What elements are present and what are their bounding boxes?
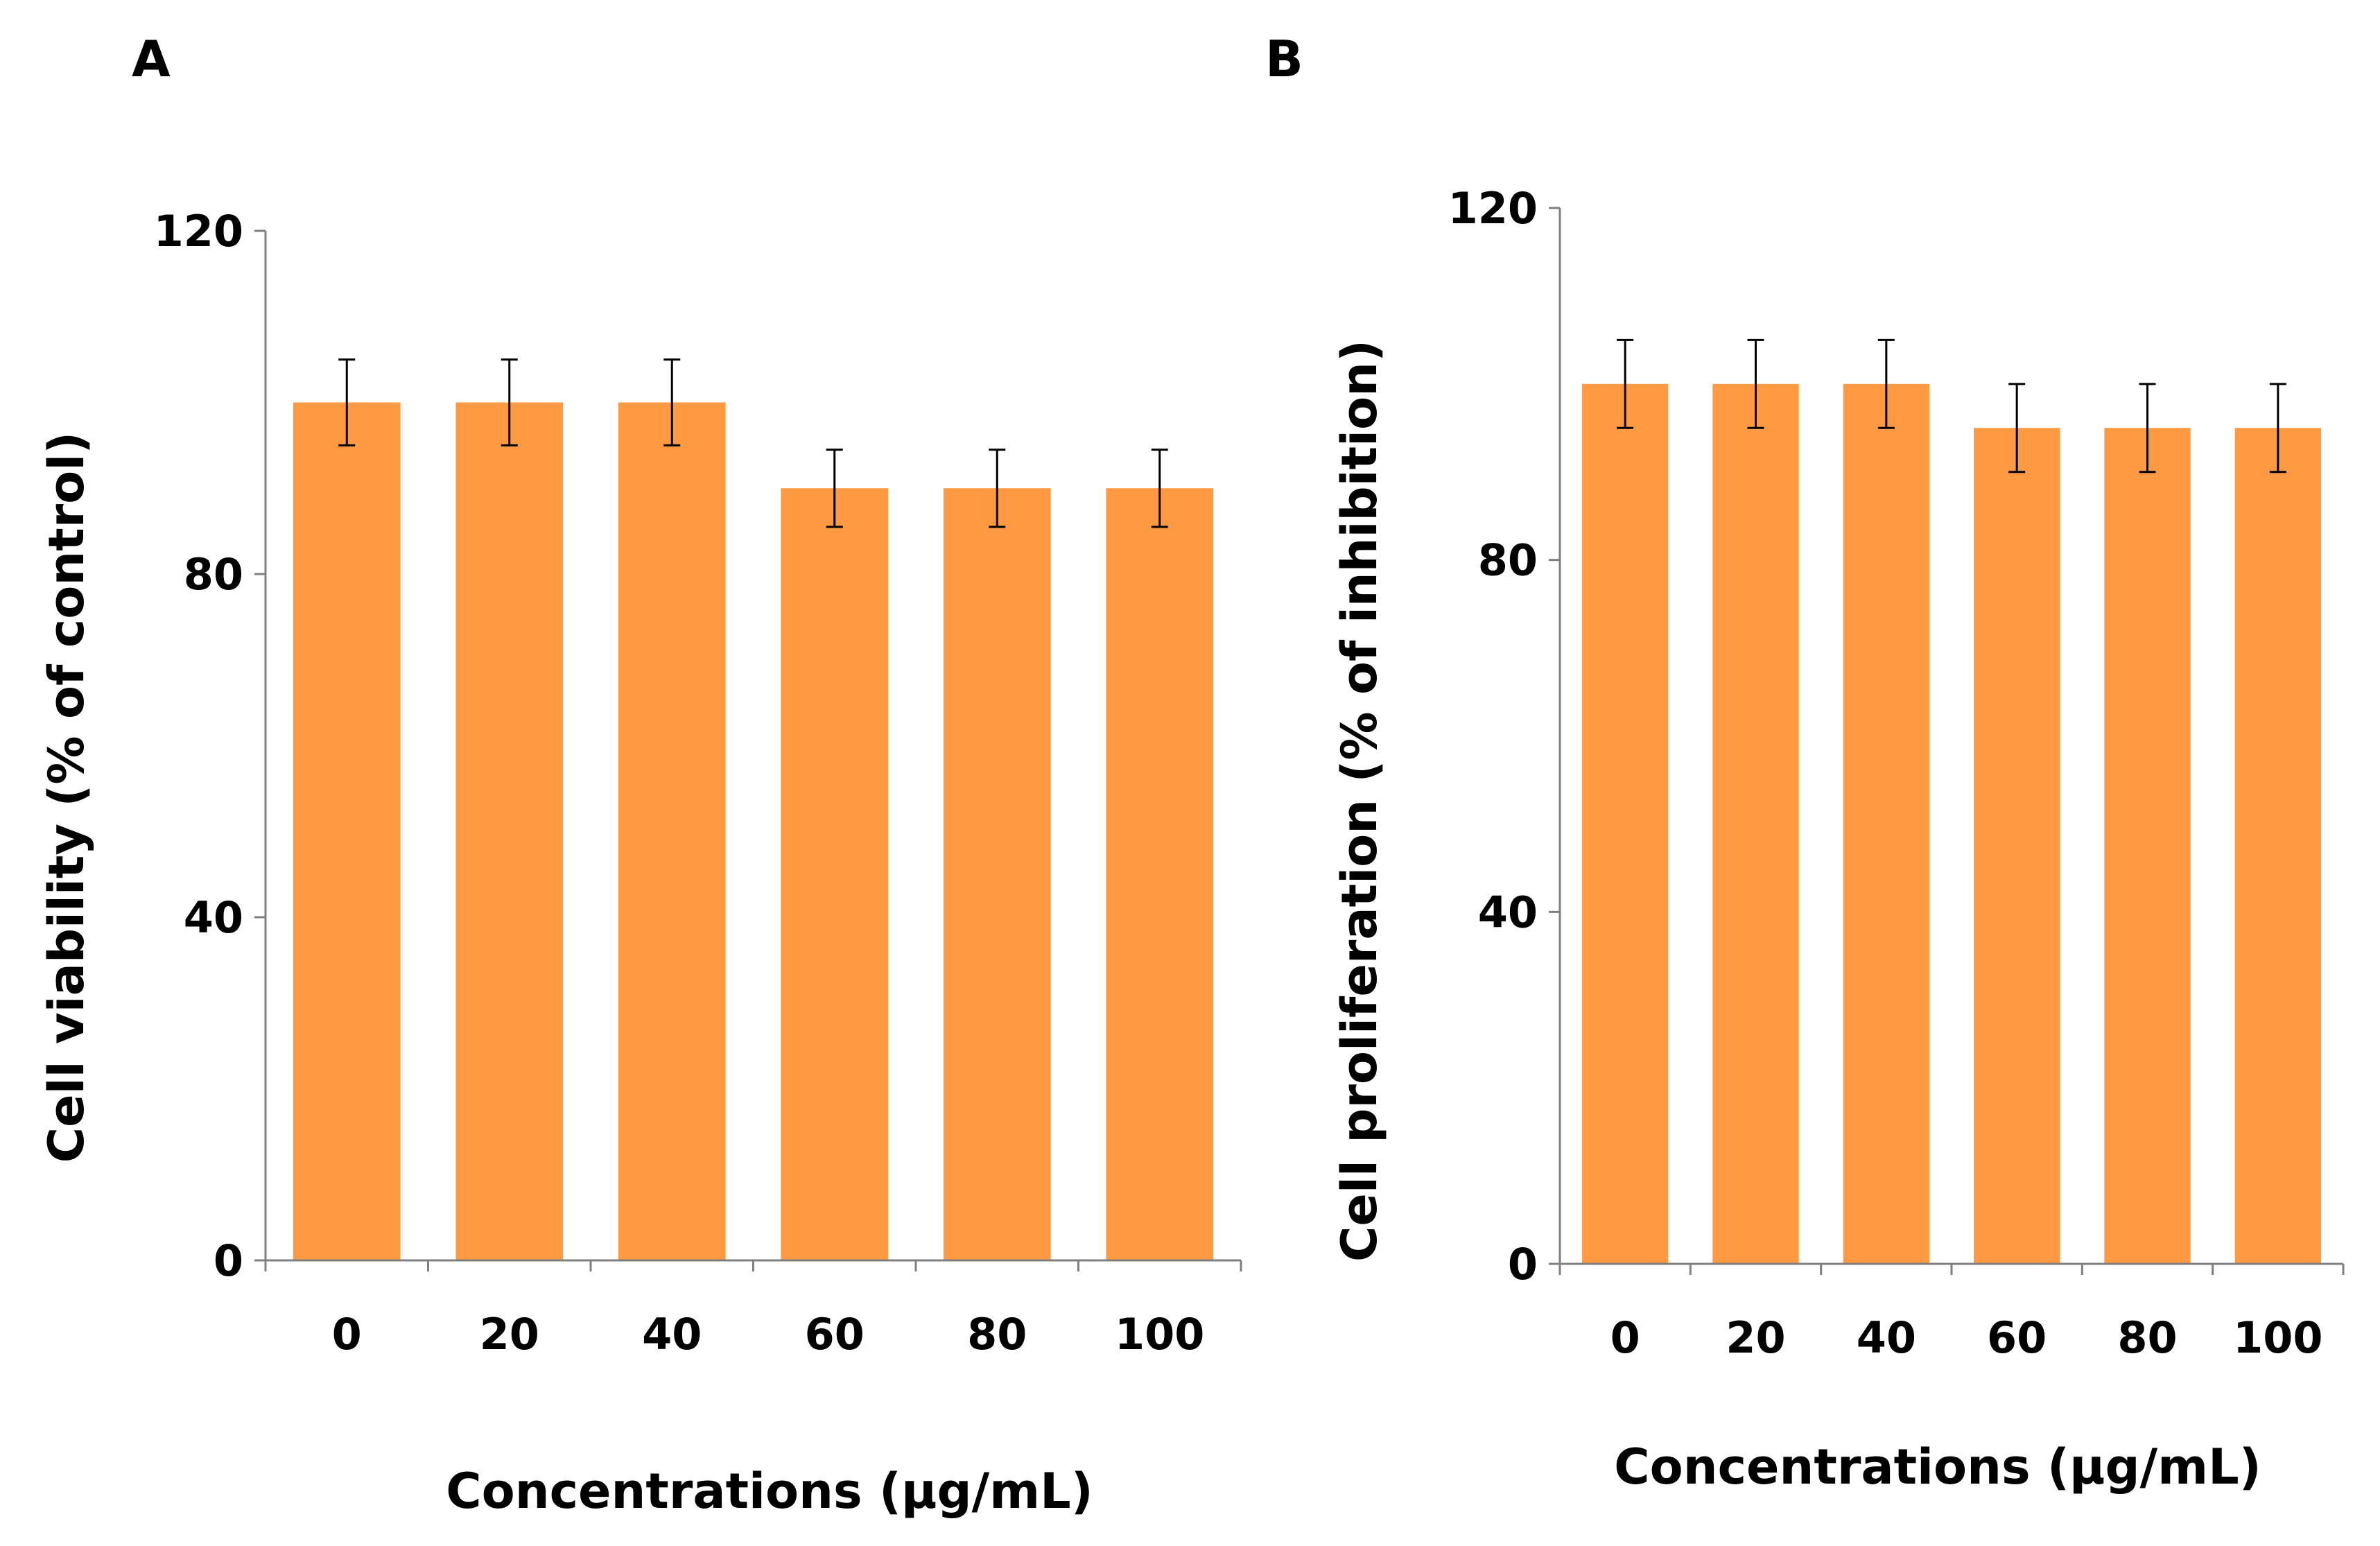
panel-a-y-axis-title: Cell viability (% of control)	[38, 432, 95, 1163]
error-bar	[2139, 383, 2156, 474]
bar	[1582, 383, 1669, 1265]
bar	[1106, 488, 1214, 1260]
x-tick-label: 0	[332, 1309, 362, 1360]
y-tick-label: 120	[1448, 183, 1538, 234]
error-bar	[338, 358, 356, 446]
x-tick-label: 40	[1857, 1312, 1916, 1363]
panel-a-x-axis-title: Concentrations (μg/mL)	[446, 1463, 1093, 1520]
y-tick-label: 0	[1508, 1239, 1538, 1289]
x-tick-label: 60	[1987, 1312, 2047, 1363]
y-tick-label: 40	[184, 892, 243, 943]
bar	[943, 488, 1051, 1260]
error-bar	[826, 449, 843, 528]
panel-a-y-ticks: 0 40 80 120	[154, 206, 266, 1286]
error-bar	[2269, 383, 2286, 474]
panel-a-x-ticks: 0 20 40 60 80 100	[264, 1260, 1242, 1360]
bar	[293, 402, 401, 1260]
panel-a-error-bars	[338, 358, 1168, 528]
panel-a-bars	[293, 402, 1214, 1260]
y-tick-label: 80	[1478, 535, 1538, 586]
x-tick-label: 80	[967, 1309, 1027, 1360]
bar	[2104, 428, 2191, 1264]
x-tick-label: 20	[480, 1309, 539, 1360]
error-bar	[1877, 338, 1895, 429]
x-tick-label: 40	[642, 1309, 702, 1360]
panel-a: A Cell viability (% of control) Concentr…	[38, 30, 1242, 1520]
panel-b-y-ticks: 0 40 80 120	[1448, 183, 1560, 1289]
bar	[1712, 383, 1799, 1265]
error-bar	[1747, 338, 1764, 429]
bar	[455, 402, 564, 1260]
bar	[618, 402, 726, 1260]
x-tick-label: 20	[1726, 1312, 1785, 1363]
bar	[781, 488, 889, 1260]
error-bar	[1617, 338, 1634, 429]
error-bar	[1151, 449, 1168, 528]
bar	[2234, 428, 2321, 1264]
x-tick-label: 100	[2233, 1312, 2322, 1363]
x-tick-label: 60	[805, 1309, 865, 1360]
panel-b-bars	[1582, 383, 2321, 1265]
bar	[1843, 383, 1929, 1265]
bar	[1974, 428, 2060, 1264]
panel-b-error-bars	[1617, 338, 2286, 474]
y-tick-label: 80	[184, 549, 243, 600]
x-tick-label: 0	[1610, 1312, 1640, 1363]
panel-b-x-axis-title: Concentrations (μg/mL)	[1614, 1439, 2261, 1495]
panel-b-x-ticks: 0 20 40 60 80 100	[1558, 1264, 2345, 1363]
panel-b: B Cell proliferation (% of inhibition) C…	[1265, 30, 2345, 1495]
error-bar	[663, 358, 681, 446]
y-tick-label: 40	[1478, 887, 1538, 937]
error-bar	[989, 449, 1006, 528]
y-tick-label: 120	[154, 206, 243, 257]
panel-a-label: A	[132, 30, 171, 88]
error-bar	[2008, 383, 2026, 474]
panel-b-y-axis-title: Cell proliferation (% of inhibition)	[1331, 340, 1388, 1262]
error-bar	[501, 358, 518, 446]
panel-b-axes	[1558, 208, 2343, 1265]
panel-b-label: B	[1265, 30, 1303, 88]
x-tick-label: 100	[1115, 1309, 1204, 1360]
y-tick-label: 0	[214, 1235, 243, 1286]
panel-a-axes	[264, 231, 1241, 1262]
x-tick-label: 80	[2117, 1312, 2177, 1363]
